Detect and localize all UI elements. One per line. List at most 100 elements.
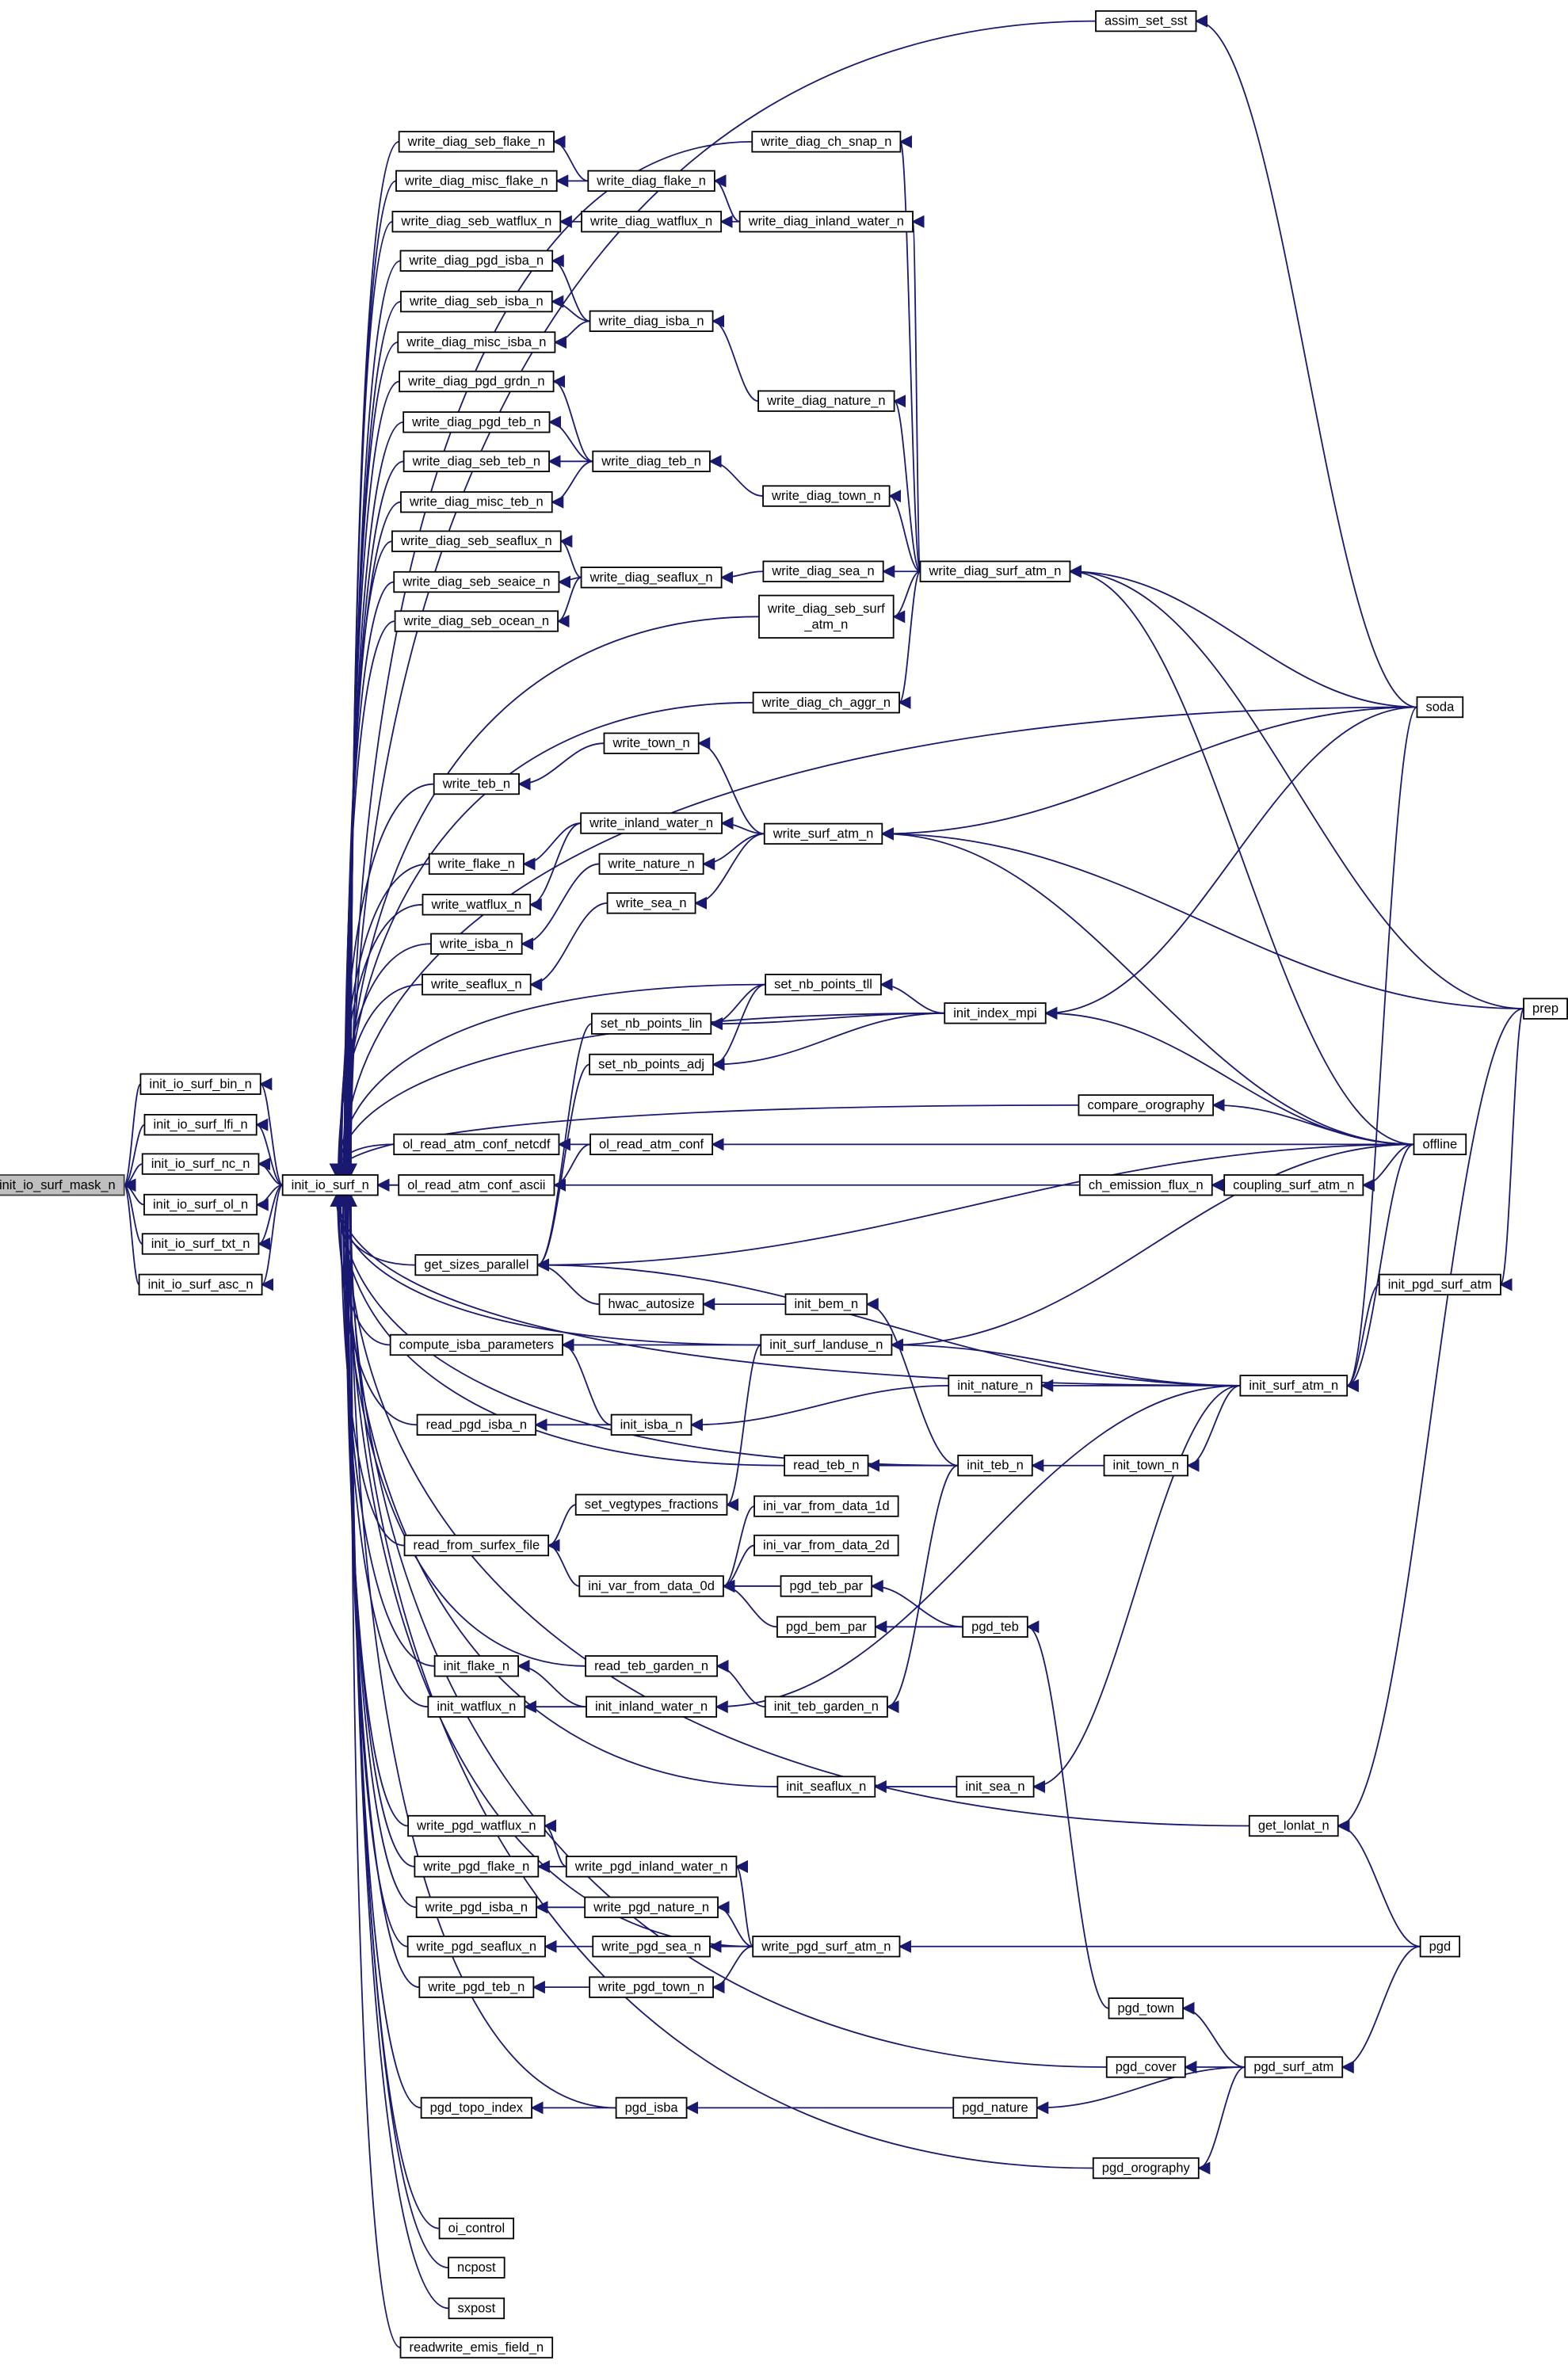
graph-node[interactable]: set_nb_points_tll <box>765 974 882 996</box>
graph-node[interactable]: init_surf_atm_n <box>1239 1375 1349 1397</box>
graph-node[interactable]: init_io_surf_nc_n <box>141 1153 260 1175</box>
graph-node[interactable]: pgd_nature <box>952 2096 1038 2119</box>
graph-node[interactable]: write_diag_inland_water_n <box>738 211 914 233</box>
graph-node[interactable]: init_isba_n <box>610 1413 692 1436</box>
graph-node[interactable]: set_nb_points_adj <box>589 1053 714 1076</box>
graph-node[interactable]: ol_read_atm_conf <box>589 1133 714 1156</box>
graph-node[interactable]: write_diag_pgd_teb_n <box>402 411 551 433</box>
graph-node[interactable]: compare_orography <box>1078 1094 1215 1116</box>
graph-node[interactable]: write_diag_seb_ocean_n <box>394 610 559 632</box>
graph-node[interactable]: write_watflux_n <box>422 894 532 916</box>
graph-node[interactable]: offline <box>1413 1133 1467 1156</box>
graph-node[interactable]: write_pgd_flake_n <box>414 1856 540 1878</box>
graph-node[interactable]: pgd_teb_par <box>780 1575 873 1597</box>
graph-node[interactable]: init_teb_garden_n <box>764 1696 888 1718</box>
graph-node[interactable]: write_diag_seb_seaflux_n <box>391 530 562 552</box>
graph-node[interactable]: write_diag_seb_watflux_n <box>391 211 562 233</box>
graph-node[interactable]: write_diag_ch_snap_n <box>751 131 902 153</box>
graph-node[interactable]: write_diag_sea_n <box>762 560 884 582</box>
graph-node[interactable]: write_seaflux_n <box>422 974 532 996</box>
graph-node[interactable]: write_diag_ch_aggr_n <box>752 692 900 714</box>
graph-node[interactable]: ini_var_from_data_0d <box>578 1575 724 1597</box>
graph-node[interactable]: pgd_teb <box>962 1615 1028 1638</box>
graph-node[interactable]: write_pgd_isba_n <box>415 1896 537 1918</box>
graph-node[interactable]: soda <box>1416 696 1464 719</box>
graph-node[interactable]: write_diag_teb_n <box>592 450 711 472</box>
graph-node[interactable]: init_town_n <box>1103 1455 1188 1477</box>
graph-node[interactable]: init_index_mpi <box>944 1002 1047 1024</box>
graph-node[interactable]: write_diag_town_n <box>762 485 891 507</box>
graph-node[interactable]: write_diag_watflux_n <box>581 211 723 233</box>
graph-node[interactable]: init_io_surf_lfi_n <box>143 1113 258 1136</box>
graph-node[interactable]: init_io_surf_ol_n <box>143 1193 258 1216</box>
graph-node[interactable]: ol_read_atm_conf_netcdf <box>393 1133 560 1156</box>
graph-node[interactable]: pgd_cover <box>1105 2056 1186 2078</box>
graph-node[interactable]: write_pgd_town_n <box>589 1976 714 1998</box>
graph-node[interactable]: write_surf_atm_n <box>763 822 883 845</box>
graph-node[interactable]: init_bem_n <box>784 1293 868 1315</box>
graph-node[interactable]: pgd_orography <box>1092 2157 1200 2180</box>
graph-node[interactable]: read_pgd_isba_n <box>416 1413 537 1436</box>
graph-node[interactable]: sxpost <box>448 2297 505 2320</box>
graph-node[interactable]: read_teb_garden_n <box>585 1655 719 1677</box>
graph-node[interactable]: ch_emission_flux_n <box>1078 1174 1213 1196</box>
graph-node[interactable]: write_diag_misc_isba_n <box>397 331 556 353</box>
graph-node[interactable]: write_diag_seb_surf_atm_n <box>758 594 895 639</box>
graph-node[interactable]: write_diag_misc_teb_n <box>400 491 553 513</box>
graph-node[interactable]: init_io_surf_bin_n <box>139 1073 261 1095</box>
graph-node[interactable]: write_pgd_teb_n <box>418 1976 535 1998</box>
graph-node[interactable]: pgd_topo_index <box>420 2096 532 2119</box>
graph-node[interactable]: ini_var_from_data_1d <box>753 1495 899 1517</box>
graph-node[interactable]: write_pgd_nature_n <box>584 1896 719 1918</box>
graph-node[interactable]: init_io_surf_asc_n <box>138 1273 263 1296</box>
graph-node[interactable]: write_diag_isba_n <box>589 310 714 332</box>
graph-node[interactable]: write_pgd_inland_water_n <box>565 1856 738 1878</box>
graph-node[interactable]: write_diag_pgd_grdn_n <box>399 370 555 393</box>
graph-node[interactable]: write_nature_n <box>598 853 704 875</box>
graph-node[interactable]: set_vegtypes_fractions <box>574 1493 728 1516</box>
graph-node[interactable]: init_io_surf_n <box>281 1174 379 1196</box>
graph-node[interactable]: pgd_town <box>1108 1997 1184 2020</box>
graph-node[interactable]: init_seaflux_n <box>776 1776 876 1798</box>
graph-node[interactable]: init_watflux_n <box>427 1696 526 1718</box>
graph-node[interactable]: get_sizes_parallel <box>414 1253 539 1276</box>
graph-node[interactable]: read_from_surfex_file <box>403 1534 550 1557</box>
graph-node[interactable]: write_diag_seb_isba_n <box>400 290 553 313</box>
graph-node[interactable]: ol_read_atm_conf_ascii <box>398 1174 555 1196</box>
graph-node[interactable]: write_diag_seb_flake_n <box>398 131 555 153</box>
graph-node[interactable]: pgd_isba <box>615 2096 688 2119</box>
graph-node[interactable]: get_lonlat_n <box>1248 1814 1339 1837</box>
graph-node[interactable]: set_nb_points_lin <box>590 1013 712 1035</box>
graph-node[interactable]: hwac_autosize <box>598 1293 704 1315</box>
graph-node[interactable]: ini_var_from_data_2d <box>753 1534 899 1557</box>
graph-node[interactable]: write_town_n <box>603 732 700 754</box>
graph-node[interactable]: pgd <box>1419 1936 1461 1958</box>
graph-node[interactable]: write_flake_n <box>428 853 525 875</box>
graph-node[interactable]: write_diag_seaflux_n <box>580 566 723 589</box>
graph-node[interactable]: coupling_surf_atm_n <box>1223 1174 1364 1196</box>
graph-node[interactable]: write_diag_misc_flake_n <box>395 170 558 193</box>
graph-node[interactable]: init_inland_water_n <box>586 1696 718 1718</box>
graph-node[interactable]: oi_control <box>438 2217 515 2240</box>
graph-node[interactable]: write_isba_n <box>430 933 523 955</box>
graph-node[interactable]: write_pgd_watflux_n <box>407 1814 546 1837</box>
graph-node[interactable]: write_diag_flake_n <box>587 170 715 193</box>
graph-node[interactable]: init_pgd_surf_atm <box>1378 1273 1501 1296</box>
graph-node[interactable]: init_io_surf_txt_n <box>141 1233 260 1255</box>
graph-node[interactable]: write_diag_surf_atm_n <box>919 560 1071 582</box>
graph-node[interactable]: write_pgd_surf_atm_n <box>752 1936 901 1958</box>
graph-node[interactable]: init_teb_n <box>957 1455 1033 1477</box>
graph-node[interactable]: write_diag_nature_n <box>757 390 895 412</box>
graph-node[interactable]: pgd_surf_atm <box>1244 2056 1344 2078</box>
graph-node[interactable]: compute_isba_parameters <box>389 1333 563 1356</box>
graph-node[interactable]: init_surf_landuse_n <box>760 1333 893 1356</box>
graph-node[interactable]: write_teb_n <box>433 772 520 795</box>
graph-node[interactable]: write_sea_n <box>606 892 696 914</box>
graph-node[interactable]: prep <box>1523 997 1568 1020</box>
graph-node[interactable]: pgd_bem_par <box>776 1615 876 1638</box>
graph-node[interactable]: init_nature_n <box>948 1375 1043 1397</box>
graph-node[interactable]: assim_set_sst <box>1095 10 1197 32</box>
graph-node[interactable]: init_sea_n <box>956 1776 1035 1798</box>
graph-node[interactable]: write_pgd_sea_n <box>592 1936 711 1958</box>
graph-node[interactable]: write_diag_seb_teb_n <box>402 450 550 472</box>
